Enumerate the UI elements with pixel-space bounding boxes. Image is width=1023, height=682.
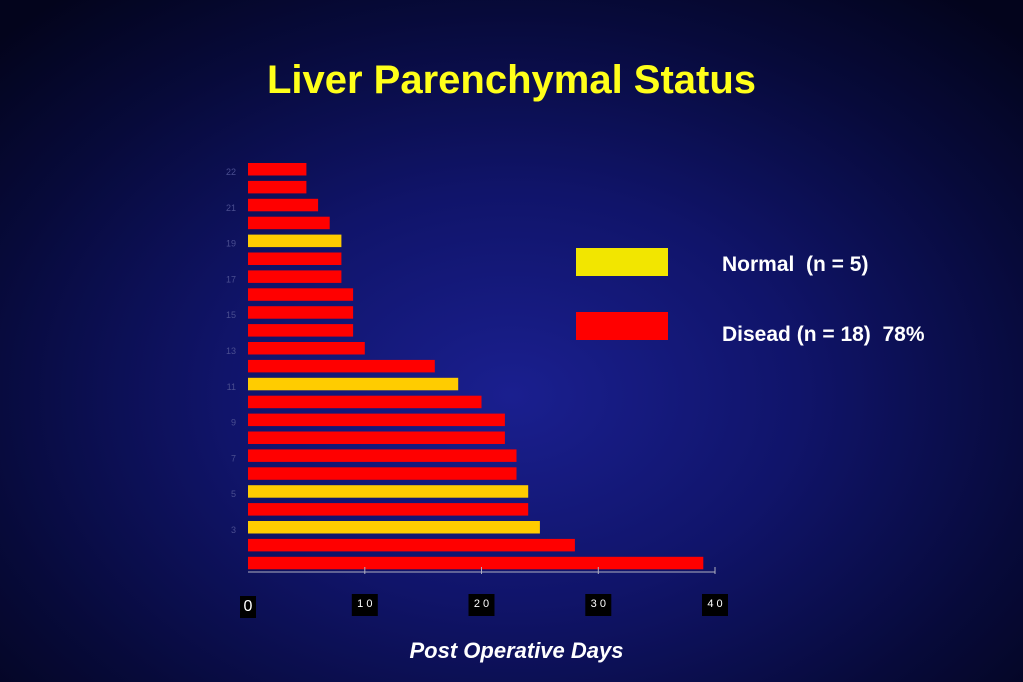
bar-disease [248,467,517,480]
bar-disease [248,180,307,194]
bar-disease [248,556,704,570]
chart-title: Liver Parenchymal Status [266,58,757,102]
bar-disease [248,270,342,283]
legend-swatch-disease [576,312,668,340]
legend-label-normal: Normal (n = 5) [722,253,869,276]
bar-normal [248,377,459,391]
bars-group [248,163,704,570]
x-origin-label: 0 [240,596,256,618]
bar-normal [248,234,342,248]
bar-disease [248,163,307,176]
x-tick-label-bg [702,594,728,616]
x-tick-label-bg [468,594,495,616]
bar-disease [248,395,482,409]
x-tick-label: 3 0 [591,598,606,610]
y-tick-label: 13 [226,346,236,356]
y-tick-label: 22 [226,167,236,177]
y-tick-label: 7 [231,453,236,463]
x-tick-label-bg [585,594,612,616]
legend-label-disease: Disead (n = 18) 78% [722,323,925,346]
bar-disease [248,413,505,427]
x-tick-label: 4 0 [707,598,722,610]
y-tick-label: 5 [231,489,236,499]
y-tick-label: 19 [226,239,236,249]
y-tick-label: 3 [231,525,236,535]
y-tick-label: 11 [227,382,236,392]
bar-disease [248,252,342,265]
y-tick-label: 9 [231,418,236,428]
bar-disease [248,216,330,230]
bar-disease [248,198,319,212]
y-tick-label: 15 [226,310,236,320]
bar-disease [248,431,505,444]
bar-disease [248,538,575,552]
legend-swatch-normal [576,248,668,276]
bar-disease [248,503,529,516]
x-tick-label-bg [351,594,378,616]
bar-disease [248,324,354,337]
x-tick-label: 1 0 [357,598,372,610]
x-axis-label: Post Operative Days [409,638,624,663]
ticks-group: 1 0 2 0 3 0 4 0 22 21 19 17 15 13 11 9 7 5 3 [226,167,728,616]
bar-disease [248,342,365,355]
bar-disease [248,359,435,373]
bar-normal [248,521,540,534]
x-tick-label: 2 0 [474,598,489,610]
bar-disease [248,449,517,462]
bar-disease [248,306,354,319]
y-tick-label: 17 [226,274,236,284]
bar-normal [248,485,529,498]
y-tick-label: 21 [226,203,236,213]
bar-disease [248,288,354,301]
